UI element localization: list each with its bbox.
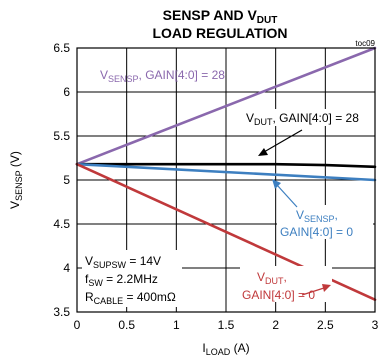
chart-title-line1: SENSP AND VDUT xyxy=(163,7,278,26)
conditions-bg xyxy=(82,250,182,307)
annotation-vdut-gain0-l2: GAIN[4:0] = 0 xyxy=(242,288,315,302)
tick-layer: 0 0.5 1 1.5 2 2.5 3 3.5 4 4.5 5 5.5 6 6.5 xyxy=(53,41,378,332)
annotation-vsensp-gain0-rest: , xyxy=(335,208,338,222)
condition-supsw: VSUPSW = 14V xyxy=(85,254,161,270)
condition-fsw-sub: SW xyxy=(88,278,103,288)
annotation-vsensp-gain0-arrowhead xyxy=(272,179,281,189)
series-line-vdut-gain28 xyxy=(75,162,377,169)
annotation-vsensp-gain0-l2: GAIN[4:0] = 0 xyxy=(280,225,353,239)
condition-rcable-sub: CABLE xyxy=(94,296,124,306)
x-axis-title-sub: LOAD xyxy=(206,347,231,357)
annotation-vdut-gain28-arrow xyxy=(263,129,303,153)
y-axis-title-unit: (V) xyxy=(8,151,22,170)
chart-title-main: SENSP AND V xyxy=(163,7,258,23)
annotation-vdut-gain0-arrowhead xyxy=(322,284,331,292)
corner-label: toc09 xyxy=(355,39,375,48)
x-tick-label: 0.5 xyxy=(118,318,135,332)
series-line-vsensp-gain28 xyxy=(75,46,377,166)
x-tick-label: 1.5 xyxy=(218,318,235,332)
annotation-vdut-gain0-arrow xyxy=(301,287,325,296)
y-tick-label: 6 xyxy=(63,85,70,99)
x-tick-label: 2.5 xyxy=(317,318,334,332)
condition-fsw-main: f xyxy=(85,272,89,286)
annotation-vdut-gain0-bg xyxy=(240,266,332,302)
series-layer xyxy=(75,46,377,301)
annotation-vsensp-gain0-l1: VSENSP, xyxy=(296,208,338,224)
y-axis-title-main: V xyxy=(8,201,22,209)
condition-fsw: fSW = 2.2MHz xyxy=(85,272,158,288)
x-tick-label: 0 xyxy=(74,318,81,332)
x-tick-label: 3 xyxy=(372,318,379,332)
y-tick-label: 4 xyxy=(63,261,70,275)
condition-rcable-rest: = 400mΩ xyxy=(123,290,176,304)
x-tick-label: 1 xyxy=(173,318,180,332)
annotation-vdut-gain28-sub: DUT xyxy=(254,117,273,127)
annotation-vdut-gain28-rest: , GAIN[4:0] = 28 xyxy=(273,111,360,125)
x-axis-title-unit: (A) xyxy=(230,341,249,355)
annotation-vdut-gain28-arrowhead xyxy=(258,148,268,156)
annotation-vsensp-gain28-main: V xyxy=(100,68,108,82)
y-axis-title-sub: SENSP xyxy=(14,170,24,201)
annotation-vsensp-gain28: VSENSP, GAIN[4:0] = 28 xyxy=(100,68,225,84)
y-tick-label: 5 xyxy=(63,173,70,187)
y-axis-title: VSENSP (V) xyxy=(8,151,24,209)
annotation-vdut-gain0-rest: , xyxy=(284,270,287,284)
y-tick-label: 6.5 xyxy=(53,41,70,55)
annotation-vsensp-gain28-sub: SENSP xyxy=(108,74,139,84)
chart-title-line2: LOAD REGULATION xyxy=(152,25,287,41)
annotation-vsensp-gain0-main: V xyxy=(296,208,304,222)
y-tick-label: 5.5 xyxy=(53,129,70,143)
annotation-vdut-gain0-main: V xyxy=(257,270,265,284)
y-tick-label: 3.5 xyxy=(53,305,70,319)
x-axis-title-main: I xyxy=(202,341,205,355)
annotation-vsensp-gain0-bg xyxy=(277,205,373,239)
x-tick-label: 2 xyxy=(272,318,279,332)
plot-frame xyxy=(76,47,376,313)
series-line-vsensp-gain0 xyxy=(75,162,377,182)
annotation-vsensp-gain0-sub: SENSP xyxy=(304,214,335,224)
annotation-vdut-gain28-bg xyxy=(243,109,363,126)
condition-supsw-sub: SUPSW xyxy=(93,260,127,270)
annotation-vdut-gain0-l1: VDUT, xyxy=(257,270,287,286)
condition-supsw-main: V xyxy=(85,254,93,268)
condition-rcable: RCABLE = 400mΩ xyxy=(85,290,176,306)
annotation-vdut-gain0-sub: DUT xyxy=(265,276,284,286)
annotation-vdut-gain28: VDUT, GAIN[4:0] = 28 xyxy=(246,111,359,127)
annotation-vsensp-gain0-arrow xyxy=(276,184,298,208)
y-tick-label: 4.5 xyxy=(53,217,70,231)
annotation-vsensp-gain28-rest: , GAIN[4:0] = 28 xyxy=(139,68,226,82)
x-axis-title: ILOAD (A) xyxy=(202,341,249,357)
chart-title-sub: DUT xyxy=(257,15,278,26)
condition-supsw-rest: = 14V xyxy=(126,254,161,268)
annotation-vdut-gain28-main: V xyxy=(246,111,254,125)
condition-rcable-main: R xyxy=(85,290,94,304)
condition-fsw-rest: = 2.2MHz xyxy=(103,272,158,286)
